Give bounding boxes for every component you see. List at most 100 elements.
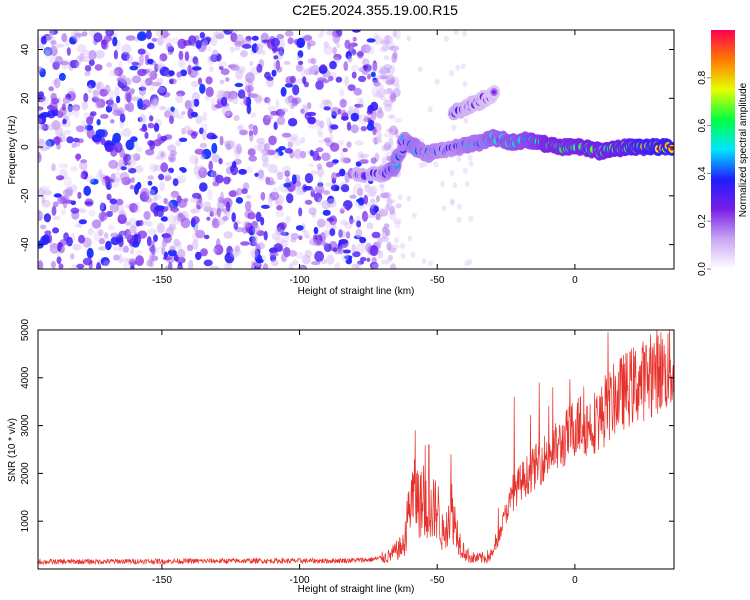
spectrogram-noise-speckle: [326, 217, 335, 222]
spectrogram-noise-speckle: [311, 261, 321, 266]
spectrogram-noise-speckle: [108, 97, 114, 109]
spectrogram-noise-speckle: [49, 244, 58, 248]
spectrogram-noise-speckle: [273, 121, 278, 130]
spectrogram-noise-speckle: [263, 97, 271, 104]
spectrogram-noise-speckle: [152, 99, 160, 108]
spectrogram-noise-speckle: [161, 246, 166, 255]
spectrogram-noise-speckle: [73, 107, 80, 118]
spectrogram-noise-speckle: [252, 224, 261, 235]
spectrogram-noise-speckle: [157, 57, 162, 67]
spectrogram-noise-speckle: [177, 248, 186, 259]
spectrogram-noise-speckle: [199, 32, 206, 39]
spectrogram-noise-speckle: [219, 79, 225, 85]
spectrogram-noise-speckle: [156, 208, 164, 218]
spectrogram-noise-speckle: [84, 198, 94, 207]
spectrogram-noise-speckle: [77, 191, 82, 199]
spectrogram-noise-speckle: [83, 185, 91, 196]
spectrogram-noise-speckle: [277, 151, 284, 157]
spectrogram-noise-speckle: [345, 231, 351, 239]
spectrogram-noise-speckle: [427, 106, 433, 113]
spectrogram-noise-speckle: [347, 84, 356, 91]
spectrogram-noise-speckle: [215, 33, 225, 40]
x-tick-label: -50: [430, 575, 445, 586]
spectrogram-noise-speckle: [370, 198, 376, 203]
spectrogram-noise-speckle: [40, 35, 48, 45]
spectrogram-noise-speckle: [223, 262, 230, 269]
spectrogram-noise-speckle: [202, 111, 207, 122]
spectrogram-noise-speckle: [38, 118, 43, 124]
spectrogram-noise-speckle: [38, 210, 43, 222]
spectrogram-noise-speckle: [323, 45, 334, 56]
spectrogram-noise-speckle: [126, 257, 137, 263]
spectrogram-noise-speckle: [157, 88, 165, 94]
spectrogram-noise-speckle: [199, 83, 206, 94]
spectrogram-noise-speckle: [106, 193, 112, 201]
spectrogram-noise-speckle: [356, 97, 362, 104]
spectrogram-noise-speckle: [76, 125, 85, 133]
spectrogram-noise-speckle: [232, 95, 239, 105]
spectrogram-noise-speckle: [249, 131, 254, 142]
spectrogram-noise-speckle: [98, 168, 103, 177]
spectrogram-noise-speckle: [149, 163, 158, 173]
spectrogram-noise-speckle: [274, 200, 281, 206]
spectrogram-noise-speckle: [168, 223, 177, 231]
spectrogram-noise-speckle: [141, 69, 151, 74]
spectrogram-noise-speckle: [158, 106, 167, 111]
spectrogram-noise-speckle: [284, 96, 293, 104]
spectrogram-noise-speckle: [149, 115, 154, 122]
spectrogram-noise-speckle: [326, 254, 335, 265]
spectrogram-noise-speckle: [113, 171, 123, 182]
spectrogram-noise-speckle: [70, 166, 78, 172]
spectrogram-signal-point: [362, 174, 367, 178]
spectrogram-noise-speckle: [303, 230, 310, 239]
snr-frame: [37, 329, 675, 570]
spectrogram-noise-speckle: [244, 221, 251, 229]
y-tick-label: 1000: [20, 510, 31, 533]
spectrogram-noise-speckle: [95, 98, 102, 110]
spectrogram-noise-speckle: [139, 127, 148, 132]
spectrogram-noise-speckle: [386, 75, 392, 83]
spectrogram-noise-speckle: [161, 238, 168, 247]
spectrogram-noise-speckle: [267, 105, 277, 113]
spectrogram-noise-speckle: [128, 203, 138, 210]
spectrogram-noise-speckle: [110, 232, 120, 238]
spectrogram-noise-speckle: [357, 204, 365, 210]
spectrogram-noise-speckle: [122, 77, 132, 86]
x-tick-label: -150: [152, 575, 172, 586]
spectrogram-noise-speckle: [321, 79, 330, 84]
spectrogram-noise-speckle: [266, 180, 276, 186]
spectrogram-noise-speckle: [149, 70, 158, 81]
spectrogram-noise-speckle: [49, 30, 59, 35]
spectrogram-noise-speckle: [215, 94, 222, 102]
spectrogram-noise-speckle: [181, 111, 186, 115]
spectrogram-noise-speckle: [371, 62, 378, 73]
spectrogram-noise-speckle: [386, 87, 393, 94]
spectrogram-noise-speckle: [268, 135, 277, 146]
spectrogram-noise-speckle: [394, 118, 402, 123]
spectrogram-noise-speckle: [129, 65, 139, 71]
spectrogram-noise-speckle: [368, 186, 377, 197]
spectrogram-noise-speckle: [357, 187, 364, 197]
spectrogram-noise-speckle: [251, 234, 258, 246]
spectrogram-noise-speckle: [144, 77, 153, 86]
spectrogram-noise-speckle: [310, 57, 317, 65]
spectrogram-noise-speckle: [340, 116, 349, 121]
spectrogram-noise-speckle: [338, 229, 343, 238]
spectrogram-noise-speckle: [236, 187, 243, 196]
spectrogram-noise-speckle: [168, 224, 175, 235]
spectrogram-noise-speckle: [212, 170, 217, 178]
spectrogram-noise-speckle: [39, 185, 50, 191]
spectrogram-noise-speckle: [65, 186, 74, 197]
spectrogram-noise-speckle: [208, 160, 213, 171]
spectrogram-noise-speckle: [171, 205, 178, 214]
spectrogram-noise-speckle: [383, 132, 391, 138]
spectrogram-noise-speckle: [112, 36, 118, 47]
spectrogram-noise-speckle: [284, 148, 293, 154]
spectrogram-noise-speckle: [271, 69, 277, 77]
spectrogram-noise-speckle: [130, 265, 135, 269]
spectrogram-noise-speckle: [374, 90, 384, 99]
spectrogram-noise-speckle: [75, 153, 81, 162]
spectrogram-noise-speckle: [428, 260, 433, 267]
spectrogram-noise-speckle: [254, 265, 260, 269]
spectrogram-noise-speckle: [284, 30, 294, 37]
